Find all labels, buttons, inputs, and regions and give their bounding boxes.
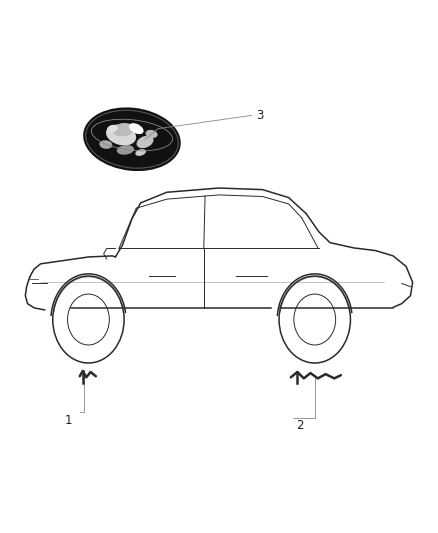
Ellipse shape [145,130,158,138]
Ellipse shape [129,123,144,134]
Text: 3: 3 [257,109,264,122]
Text: 2: 2 [296,419,303,432]
Ellipse shape [117,145,134,155]
Text: 1: 1 [65,414,73,427]
Ellipse shape [107,125,118,133]
Ellipse shape [99,140,113,149]
Ellipse shape [113,123,134,136]
Ellipse shape [137,135,153,148]
Ellipse shape [106,125,136,146]
Ellipse shape [84,108,180,170]
Ellipse shape [135,149,146,156]
